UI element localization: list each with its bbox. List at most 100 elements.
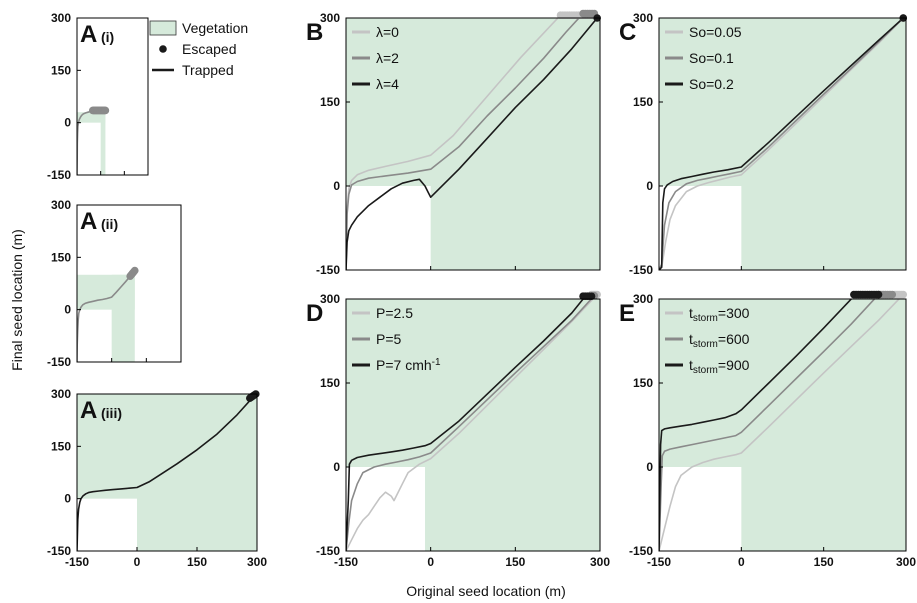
y-tick-label: 300	[320, 11, 340, 25]
escaped-seed-point	[888, 290, 897, 299]
y-tick-label: -150	[47, 168, 71, 182]
y-tick-label: -150	[629, 544, 653, 558]
legend-label: Vegetation	[182, 20, 248, 36]
y-tick-label: 150	[320, 376, 340, 390]
panel-sublabel: (iii)	[101, 405, 122, 421]
escaped-seed-point	[101, 106, 110, 115]
x-tick-label: 150	[505, 555, 525, 569]
series-line-1	[346, 18, 559, 270]
legend-label: P=5	[376, 331, 402, 347]
panel-label: A	[80, 21, 97, 48]
panel-aii: -150 0 150 300 A (ii)	[47, 198, 182, 369]
x-tick-label: 0	[427, 555, 434, 569]
axes-frame	[658, 17, 907, 271]
legend-label: λ=0	[376, 24, 399, 40]
y-tick-label: 0	[333, 179, 340, 193]
y-tick-label: 0	[646, 179, 653, 193]
vegetation-region	[77, 112, 106, 123]
legend-escaped-marker	[159, 45, 167, 53]
panel-label: C	[619, 19, 636, 46]
y-axis-title: Final seed location (m)	[9, 229, 25, 371]
y-tick-label: 300	[320, 292, 340, 306]
panel-ai: -150 0 150 300 A (i) Vegetation Escaped Trapped	[47, 11, 248, 182]
x-tick-label: 300	[590, 555, 610, 569]
x-tick-label: 150	[187, 555, 207, 569]
legend-label: Escaped	[182, 41, 236, 57]
plot-area	[77, 109, 106, 175]
axes-frame	[658, 298, 907, 552]
plot-area	[659, 18, 906, 270]
y-tick-label: -150	[47, 355, 71, 369]
y-tick-label: -150	[316, 263, 340, 277]
legend-label: So=0.1	[689, 50, 734, 66]
y-tick-label: 0	[646, 460, 653, 474]
y-tick-label: 150	[633, 376, 653, 390]
axes-frame	[76, 17, 149, 176]
series-line-1	[659, 18, 904, 270]
series-line-1	[346, 299, 595, 551]
series-line-3	[659, 18, 904, 270]
y-tick-label: 0	[333, 460, 340, 474]
panel-label: A	[80, 208, 97, 235]
y-tick-label: -150	[629, 263, 653, 277]
plot-area	[346, 299, 600, 551]
escaped-seed-point	[899, 290, 908, 299]
legend-vegetation-swatch	[149, 20, 177, 36]
vegetation-region	[137, 394, 257, 551]
vegetation-region	[111, 274, 135, 362]
panel-label: E	[619, 300, 635, 327]
plot-area	[346, 18, 600, 270]
series-line-1	[659, 299, 901, 551]
panel-label: D	[306, 300, 323, 327]
y-tick-label: 300	[51, 387, 71, 401]
series-line-3	[659, 299, 853, 551]
series-line-1	[77, 270, 136, 362]
x-tick-label: 150	[814, 555, 834, 569]
y-tick-label: 0	[64, 492, 71, 506]
x-tick-label: -150	[334, 555, 358, 569]
series-line-3	[346, 18, 598, 270]
panel-label: B	[306, 19, 323, 46]
axes-frame	[345, 17, 601, 271]
vegetation-region	[425, 299, 600, 551]
y-tick-label: 300	[51, 198, 71, 212]
legend-label: So=0.05	[689, 24, 742, 40]
y-tick-label: 150	[51, 250, 71, 264]
series-line-1	[77, 394, 257, 551]
legend-label: P=7 cmh-1	[376, 357, 441, 373]
y-tick-label: 150	[51, 63, 71, 77]
escaped-seed-point	[587, 292, 596, 301]
x-tick-label: 0	[134, 555, 141, 569]
y-tick-label: 300	[633, 292, 653, 306]
panel-label: A	[80, 397, 97, 424]
axes-frame	[345, 298, 601, 552]
y-tick-label: 300	[51, 11, 71, 25]
plot-area	[77, 394, 257, 551]
legend-label: Trapped	[182, 62, 234, 78]
x-tick-label: -150	[65, 555, 89, 569]
y-tick-label: 300	[633, 11, 653, 25]
y-tick-label: -150	[316, 544, 340, 558]
vegetation-region	[741, 18, 906, 270]
legend-label: So=0.2	[689, 76, 734, 92]
series-line-2	[659, 18, 904, 270]
escaped-seed-point	[130, 266, 139, 275]
axes-frame	[76, 204, 182, 363]
x-tick-label: 0	[738, 555, 745, 569]
series-line-2	[346, 299, 593, 551]
series-line-2	[346, 18, 581, 270]
vegetation-region	[430, 18, 600, 270]
y-tick-label: 150	[320, 95, 340, 109]
panel-sublabel: (ii)	[101, 216, 118, 232]
y-tick-label: 150	[51, 439, 71, 453]
x-tick-label: -150	[647, 555, 671, 569]
legend-label: λ=2	[376, 50, 399, 66]
plot-area	[659, 299, 906, 551]
axes-frame	[76, 393, 258, 552]
series-line-2	[659, 299, 876, 551]
